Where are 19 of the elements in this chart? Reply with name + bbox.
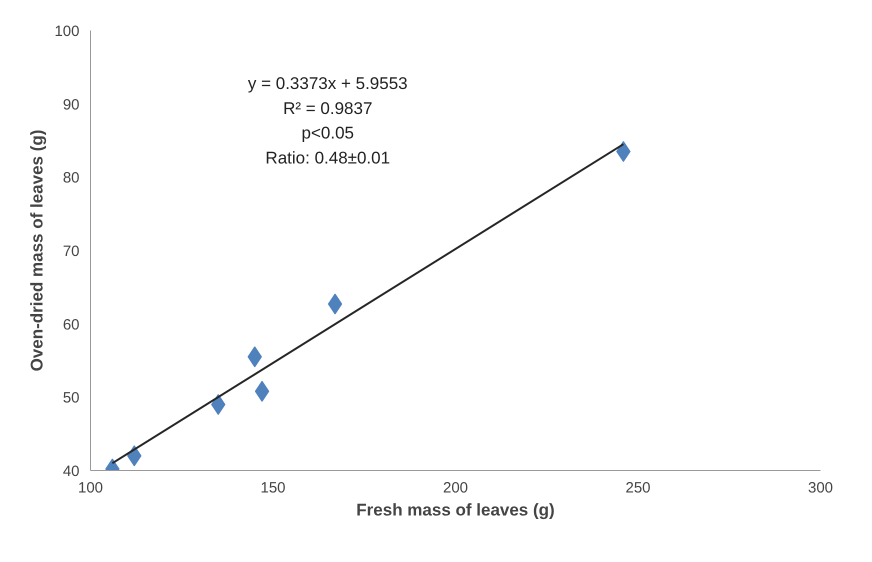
x-tick-label: 250 xyxy=(625,480,651,496)
annotation: R² = 0.9837 xyxy=(283,98,372,118)
x-tick-label: 300 xyxy=(808,480,834,496)
annotation: Ratio: 0.48±0.01 xyxy=(265,148,390,168)
y-tick-label: 100 xyxy=(54,23,80,40)
y-axis-title: Oven-dried mass of leaves (g) xyxy=(27,130,46,372)
y-tick-label: 90 xyxy=(62,96,80,114)
y-tick-label: 80 xyxy=(62,170,80,187)
y-tick-label: 70 xyxy=(62,243,80,260)
annotation: y = 0.3373x + 5.9553 xyxy=(248,74,408,93)
point xyxy=(616,141,631,162)
annotation: p<0.05 xyxy=(302,124,354,143)
y-tick-label: 40 xyxy=(62,463,80,480)
x-axis-title: Fresh mass of leaves (g) xyxy=(356,500,555,520)
y-tick-label: 50 xyxy=(62,390,80,407)
x-tick-label: 150 xyxy=(260,480,286,496)
x-tick-label: 200 xyxy=(442,480,468,496)
y-tick-label: 60 xyxy=(62,316,80,334)
x-tick-label: 100 xyxy=(78,480,104,496)
